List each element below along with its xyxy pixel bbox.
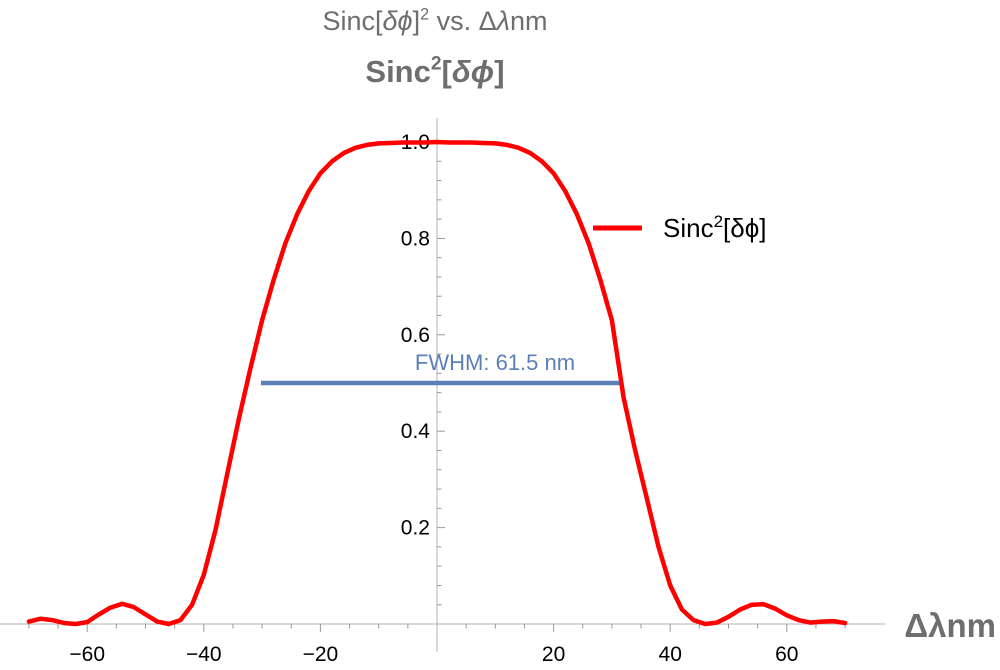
x-tick-label: −40 bbox=[186, 643, 222, 666]
x-tick-label: −60 bbox=[69, 643, 105, 666]
legend: Sinc2[δϕ] bbox=[593, 212, 767, 243]
chart-title: Sinc[δϕ]2 vs. Δλnm bbox=[322, 5, 548, 36]
fwhm-label: FWHM: 61.5 nm bbox=[415, 350, 575, 375]
y-tick-label: 0.6 bbox=[401, 324, 430, 347]
chart-subtitle: Sinc2[δϕ] bbox=[365, 53, 505, 89]
x-tick-label: −20 bbox=[303, 643, 339, 666]
legend-label: Sinc2[δϕ] bbox=[663, 212, 767, 243]
annotation-layer: FWHM: 61.5 nm bbox=[260, 350, 620, 386]
axis-tick-labels: −60 −40 −20 20 40 600.20.40.60.81.0 bbox=[69, 131, 798, 666]
y-tick-label: 0.4 bbox=[401, 420, 431, 443]
y-tick-label: 0.2 bbox=[401, 517, 430, 540]
x-axis-label: Δλnm bbox=[904, 607, 996, 644]
series-layer bbox=[26, 139, 848, 627]
y-tick-label: 0.8 bbox=[401, 227, 430, 250]
x-tick-label: 40 bbox=[659, 643, 682, 666]
x-tick-label: 20 bbox=[542, 643, 565, 666]
series-line bbox=[26, 139, 848, 627]
x-tick-label: 60 bbox=[775, 643, 798, 666]
